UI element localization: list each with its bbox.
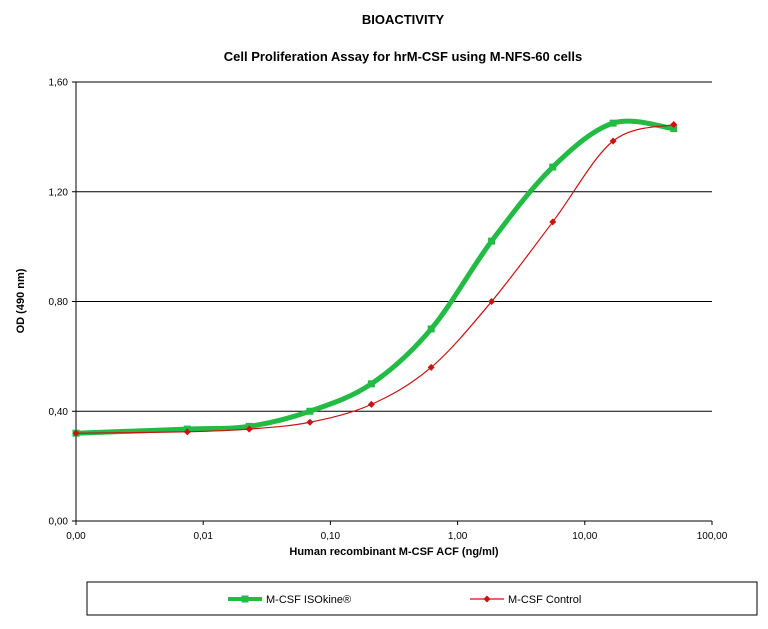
data-point bbox=[609, 137, 617, 145]
data-point bbox=[488, 237, 496, 245]
legend-marker bbox=[241, 595, 249, 603]
data-point bbox=[367, 380, 375, 388]
data-point bbox=[367, 400, 375, 408]
y-tick-label: 1,20 bbox=[49, 187, 69, 198]
data-point bbox=[427, 325, 435, 333]
legend-item: M-CSF ISOkine® bbox=[228, 594, 351, 606]
x-tick-label: 1,00 bbox=[448, 531, 468, 542]
data-point bbox=[549, 218, 557, 226]
y-axis-ticks: 0,00 0,40 0,80 1,20 1,60 bbox=[49, 78, 76, 528]
data-point bbox=[427, 363, 435, 371]
data-point bbox=[549, 163, 557, 171]
series-line bbox=[75, 123, 674, 434]
data-point bbox=[306, 407, 314, 415]
series-2 bbox=[72, 121, 678, 437]
series-line bbox=[75, 118, 675, 436]
series-1 bbox=[72, 118, 678, 437]
data-point bbox=[670, 125, 678, 133]
data-point bbox=[183, 428, 191, 436]
data-point bbox=[72, 429, 80, 437]
legend-label: M-CSF ISOkine® bbox=[266, 594, 351, 606]
legend-item: M-CSF Control bbox=[470, 594, 581, 606]
data-point bbox=[245, 425, 253, 433]
x-tick-label: 100,00 bbox=[697, 531, 728, 542]
data-point bbox=[488, 298, 496, 305]
y-axis-title: OD (490 nm) bbox=[15, 268, 27, 333]
chart-header: BIOACTIVITY bbox=[362, 12, 445, 27]
series-layer bbox=[72, 118, 678, 437]
legend-marker bbox=[483, 595, 491, 603]
data-point bbox=[670, 121, 678, 129]
x-tick-label: 10,00 bbox=[572, 531, 597, 542]
x-axis-ticks: 0,00 0,01 0,10 1,00 10,00 100,00 bbox=[66, 521, 728, 542]
y-tick-label: 1,60 bbox=[49, 78, 69, 89]
x-tick-label: 0,10 bbox=[321, 531, 341, 542]
chart-title: Cell Proliferation Assay for hrM-CSF usi… bbox=[224, 49, 583, 64]
x-tick-label: 0,00 bbox=[66, 531, 86, 542]
y-tick-label: 0,40 bbox=[49, 407, 69, 418]
plot-area: 0,00 0,40 0,80 1,20 1,60 0,00 0,01 0,10 1,00 10,… bbox=[49, 78, 728, 543]
gridlines bbox=[76, 81, 712, 412]
legend: M-CSF ISOkine® M-CSF Control bbox=[86, 581, 758, 616]
y-tick-label: 0,00 bbox=[49, 517, 69, 528]
legend-items: M-CSF ISOkine® M-CSF Control bbox=[228, 594, 581, 606]
x-tick-label: 0,01 bbox=[193, 531, 213, 542]
data-point bbox=[609, 119, 617, 127]
legend-label: M-CSF Control bbox=[508, 594, 581, 606]
legend-box bbox=[86, 581, 758, 616]
x-axis-title: Human recombinant M-CSF ACF (ng/ml) bbox=[289, 546, 499, 558]
y-tick-label: 0,80 bbox=[49, 297, 69, 308]
data-point bbox=[306, 418, 314, 426]
